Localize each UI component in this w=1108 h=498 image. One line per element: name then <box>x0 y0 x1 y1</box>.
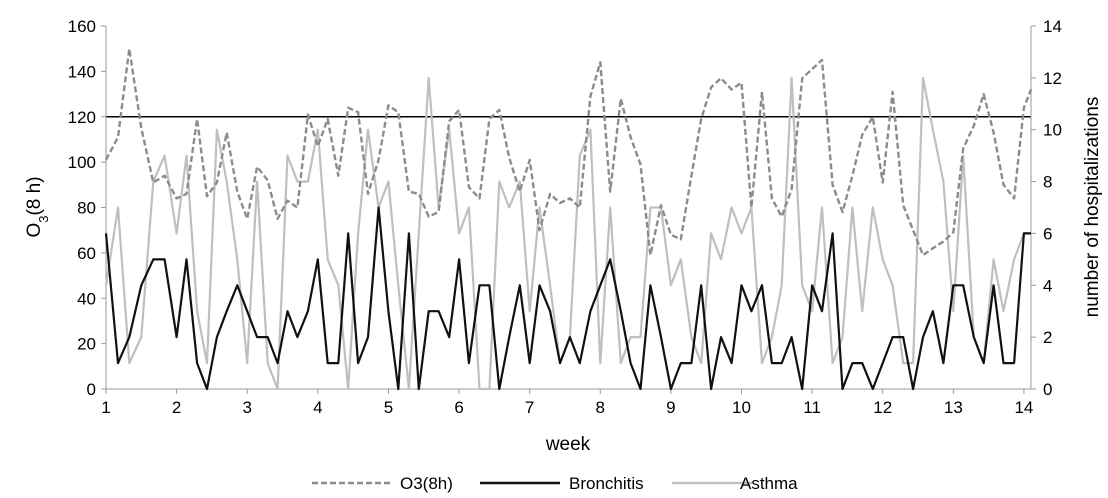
series-line-asthma <box>104 76 1031 391</box>
x-tick-label: 11 <box>803 398 821 417</box>
x-tick-label: 2 <box>172 398 181 417</box>
y-axis-title: O3(8 h) <box>24 176 51 237</box>
x-tick-label: 12 <box>873 398 892 417</box>
y2-tick-label: 8 <box>1043 173 1052 192</box>
x-tick-label: 7 <box>525 398 534 417</box>
y-tick-label: 160 <box>68 17 96 36</box>
y2-tick-label: 10 <box>1043 121 1062 140</box>
y-tick-label: 20 <box>77 335 96 354</box>
y2-tick-label: 4 <box>1043 276 1052 295</box>
x-tick-label: 3 <box>242 398 251 417</box>
y-tick-label: 40 <box>77 289 96 308</box>
y2-tick-label: 0 <box>1043 380 1052 399</box>
x-tick-label: 8 <box>596 398 605 417</box>
legend-label: Bronchitis <box>569 474 644 493</box>
x-axis-title: week <box>545 434 591 455</box>
y-tick-label: 0 <box>87 380 96 399</box>
x-tick-label: 14 <box>1014 398 1033 417</box>
x-tick-label: 5 <box>384 398 393 417</box>
y2-tick-label: 6 <box>1043 224 1052 243</box>
legend: O3(8h) Bronchitis Asthma <box>312 474 798 493</box>
series-lines <box>104 47 1033 391</box>
y-axis-title-suffix: (8 h) <box>24 176 45 215</box>
series-line-bronchitis <box>104 206 1031 391</box>
y2-tick-label: 2 <box>1043 328 1052 347</box>
y-tick-label: 100 <box>68 153 96 172</box>
axes <box>101 25 1036 394</box>
tick-labels: 1 2 3 4 5 6 7 8 9 10 11 12 13 14020406080100120140160… <box>68 17 1062 417</box>
x-tick-label: 13 <box>944 398 963 417</box>
x-tick-label: 6 <box>454 398 463 417</box>
y-tick-label: 80 <box>77 199 96 218</box>
x-tick-label: 1 <box>101 398 110 417</box>
y-tick-label: 60 <box>77 244 96 263</box>
legend-label: Asthma <box>740 474 798 493</box>
x-tick-label: 10 <box>732 398 751 417</box>
y-axis-title-main: O <box>24 223 45 238</box>
y2-tick-label: 14 <box>1043 17 1062 36</box>
x-tick-label: 9 <box>666 398 675 417</box>
y2-axis-title: number of hospitalizations <box>1082 97 1103 318</box>
legend-label: O3(8h) <box>400 474 453 493</box>
series-line-o3-8h- <box>104 47 1033 257</box>
y-axis-title-subscript: 3 <box>36 216 51 223</box>
x-tick-label: 4 <box>313 398 322 417</box>
y-tick-label: 140 <box>68 62 96 81</box>
y-tick-label: 120 <box>68 108 96 127</box>
y2-tick-label: 12 <box>1043 69 1062 88</box>
